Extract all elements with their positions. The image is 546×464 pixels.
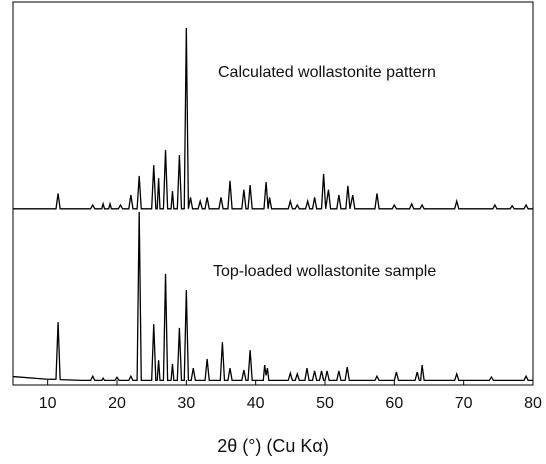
annotation: Top-loaded wollastonite sample xyxy=(213,263,436,280)
x-tick-label: 30 xyxy=(177,395,195,412)
x-tick-label: 70 xyxy=(455,395,473,412)
x-tick-label: 80 xyxy=(524,395,542,412)
pattern-line xyxy=(13,28,533,210)
x-axis-label: 2θ (°) (Cu Kα) xyxy=(217,436,329,456)
x-tick-label: 10 xyxy=(39,395,57,412)
x-tick-label: 20 xyxy=(108,395,126,412)
x-tick-label: 50 xyxy=(316,395,334,412)
plot-frame xyxy=(12,1,534,386)
x-tick-label: 60 xyxy=(385,395,403,412)
pattern-line xyxy=(12,211,533,382)
annotation: Calculated wollastonite pattern xyxy=(218,64,436,81)
x-tick-label: 40 xyxy=(247,395,265,412)
